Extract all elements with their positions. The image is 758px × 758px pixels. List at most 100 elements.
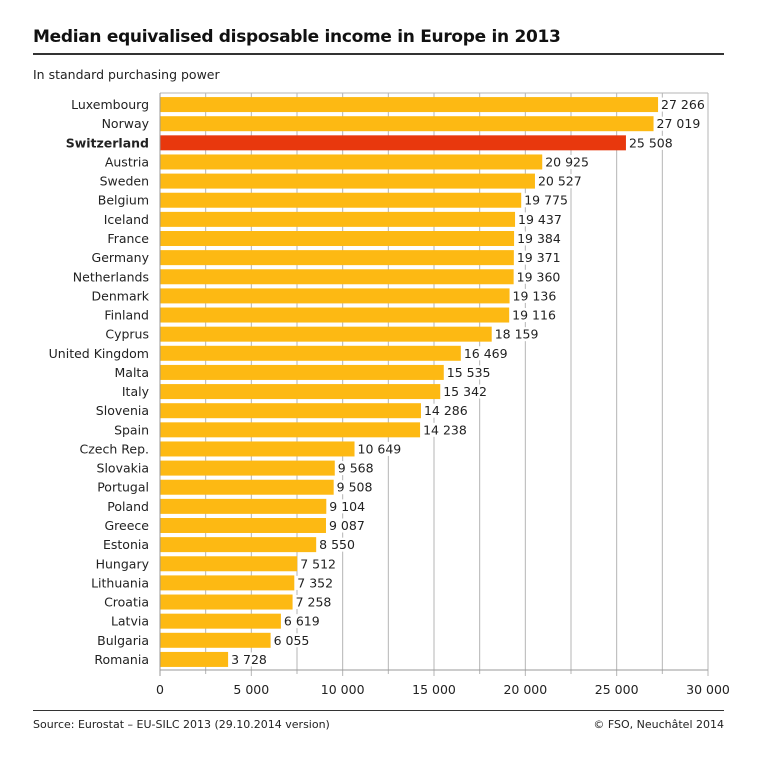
bar-denmark <box>160 288 510 304</box>
category-label: Portugal <box>97 480 149 495</box>
x-tick-label: 5 000 <box>233 682 269 697</box>
bar-austria <box>160 154 543 170</box>
bar-czech-rep- <box>160 441 355 457</box>
x-tick-label: 20 000 <box>503 682 547 697</box>
value-label-bg <box>298 556 338 571</box>
category-label: Greece <box>105 518 150 533</box>
bar-croatia <box>160 594 293 610</box>
value-label: 19 360 <box>517 269 561 284</box>
bar-spain <box>160 422 421 438</box>
value-label-bg <box>461 346 508 361</box>
value-label: 27 266 <box>661 97 705 112</box>
value-label-bg <box>514 250 561 265</box>
value-label-bg <box>516 212 563 227</box>
bar-norway <box>160 116 654 132</box>
bar-germany <box>160 250 514 266</box>
value-label-bg <box>626 135 673 150</box>
bar-portugal <box>160 479 334 495</box>
value-label-bg <box>317 537 357 552</box>
value-label-bg <box>659 97 706 112</box>
value-label: 7 512 <box>300 556 336 571</box>
value-label: 8 550 <box>319 537 355 552</box>
value-label-bg <box>326 518 366 533</box>
bar-greece <box>160 518 326 533</box>
value-label-bg <box>334 480 374 495</box>
category-label: Bulgaria <box>97 633 149 648</box>
value-label-bg <box>421 403 468 418</box>
bar-estonia <box>160 537 317 553</box>
value-label-bg <box>654 116 701 131</box>
source-note: Source: Eurostat – EU-SILC 2013 (29.10.2… <box>33 718 330 731</box>
value-label: 7 352 <box>297 575 333 590</box>
bar-romania <box>160 651 229 667</box>
value-label: 16 469 <box>464 346 508 361</box>
value-label: 19 437 <box>518 212 562 227</box>
category-label: Luxembourg <box>71 97 149 112</box>
value-label-bg <box>543 154 590 169</box>
value-label-bg <box>535 174 582 189</box>
value-label-bg <box>335 461 375 476</box>
chart-subtitle: In standard purchasing power <box>33 67 220 82</box>
bar-slovakia <box>160 460 335 476</box>
bar-luxembourg <box>160 97 659 113</box>
value-label: 25 508 <box>629 135 673 150</box>
value-label-bg <box>295 575 335 590</box>
value-label-bg <box>327 499 367 514</box>
value-label: 20 527 <box>538 174 582 189</box>
category-label: Sweden <box>100 174 149 189</box>
bar-iceland <box>160 211 516 227</box>
bar-netherlands <box>160 269 514 285</box>
bar-belgium <box>160 192 522 208</box>
value-label-bg <box>229 652 269 667</box>
category-label: Cyprus <box>105 327 149 342</box>
value-label: 9 104 <box>329 499 365 514</box>
category-label: Italy <box>122 384 150 399</box>
value-label: 20 925 <box>545 154 589 169</box>
category-label: Finland <box>104 308 149 323</box>
category-label: Hungary <box>96 556 150 571</box>
value-label: 15 535 <box>447 365 491 380</box>
value-label: 14 286 <box>424 403 468 418</box>
value-label-bg <box>522 193 569 208</box>
value-label-bg <box>281 614 321 629</box>
value-label-bg <box>444 365 491 380</box>
category-label: Netherlands <box>73 269 149 284</box>
bar-italy <box>160 384 441 400</box>
value-label: 9 508 <box>337 480 373 495</box>
value-label: 15 342 <box>443 384 487 399</box>
category-label: Poland <box>107 499 149 514</box>
value-label: 19 384 <box>517 231 561 246</box>
bar-cyprus <box>160 326 492 342</box>
category-label: France <box>107 231 149 246</box>
category-label: Slovenia <box>96 403 149 418</box>
category-label: Romania <box>94 652 149 667</box>
category-label: Lithuania <box>91 575 149 590</box>
category-label: Slovakia <box>97 461 149 476</box>
value-label: 3 728 <box>231 652 267 667</box>
bar-lithuania <box>160 575 295 591</box>
value-label: 6 055 <box>274 633 310 648</box>
category-label: Estonia <box>103 537 149 552</box>
value-label-bg <box>510 308 557 323</box>
value-label: 10 649 <box>358 441 402 456</box>
value-label: 9 568 <box>338 461 374 476</box>
x-tick-label: 15 000 <box>412 682 456 697</box>
bar-latvia <box>160 613 281 629</box>
category-label: Germany <box>92 250 150 265</box>
value-label-bg <box>355 441 402 456</box>
bar-poland <box>160 498 327 514</box>
value-label-bg <box>515 231 562 246</box>
value-label-bg <box>271 633 311 648</box>
bar-switzerland <box>160 135 626 151</box>
category-label: Croatia <box>104 595 149 610</box>
bar-finland <box>160 307 510 323</box>
value-label: 19 775 <box>524 193 568 208</box>
category-label: Switzerland <box>66 135 149 150</box>
value-label-bg <box>293 595 333 610</box>
value-label: 19 116 <box>512 308 556 323</box>
value-label-bg <box>492 327 539 342</box>
value-label-bg <box>441 384 488 399</box>
value-label: 18 159 <box>495 327 539 342</box>
